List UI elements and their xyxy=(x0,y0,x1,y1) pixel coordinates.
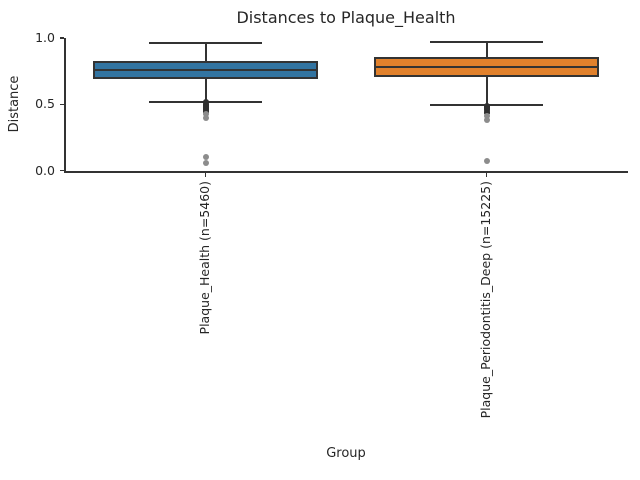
outlier-point xyxy=(202,111,209,118)
median-line xyxy=(376,66,597,69)
y-tick-label: 1.0 xyxy=(35,30,55,45)
x-axis-label: Group xyxy=(326,446,366,461)
outlier-point xyxy=(483,117,490,124)
outlier-point xyxy=(202,160,209,167)
whisker-cap-upper xyxy=(149,42,262,45)
outlier-point xyxy=(202,115,209,122)
y-tick-label: 0.0 xyxy=(35,162,55,178)
y-tick-mark xyxy=(59,103,64,105)
x-axis-spine xyxy=(63,170,628,173)
chart-title: Distances to Plaque_Health xyxy=(236,8,456,27)
outlier-point xyxy=(483,112,490,119)
x-tick-mark xyxy=(485,172,488,177)
y-tick-label: 0.5 xyxy=(35,96,55,112)
outlier-point xyxy=(483,157,490,164)
median-line xyxy=(95,69,316,72)
y-axis-spine xyxy=(63,38,66,173)
x-tick-label: Plaque_Periodontitis_Deep (n=15225) xyxy=(477,180,493,418)
whisker-cap-upper xyxy=(430,40,543,43)
outlier-point xyxy=(202,153,209,160)
x-tick-label: Plaque_Health (n=5460) xyxy=(196,180,212,334)
y-tick-mark xyxy=(59,169,64,172)
y-tick-mark xyxy=(59,37,64,39)
x-tick-mark xyxy=(204,172,207,177)
